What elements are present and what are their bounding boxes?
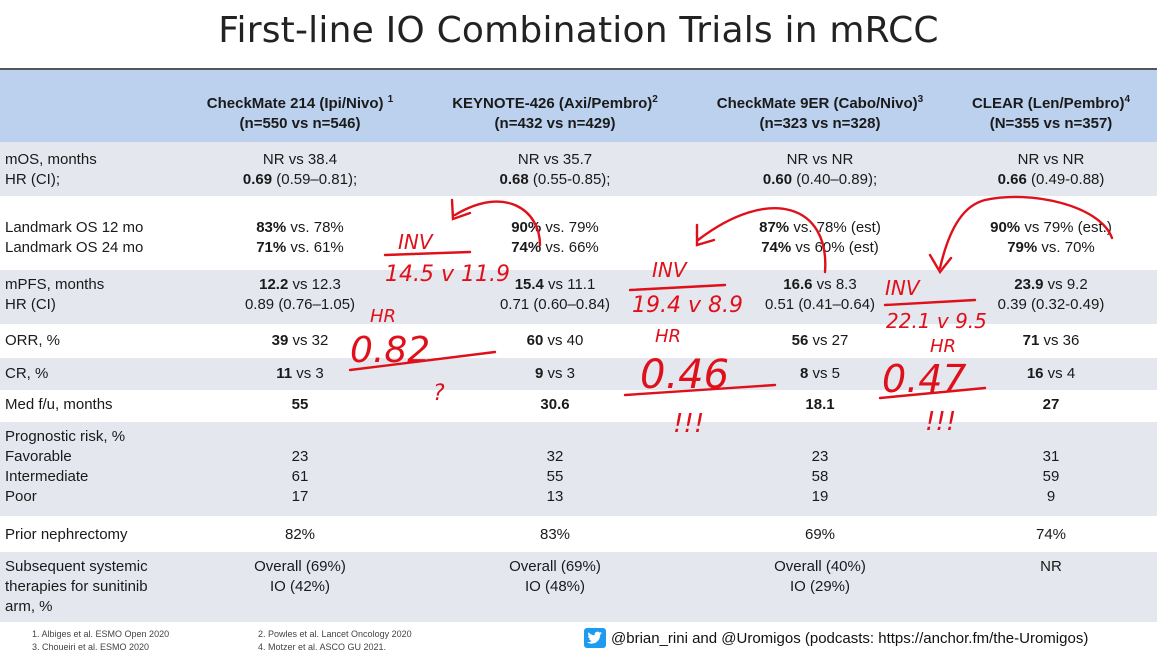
- row-landmark: Landmark OS 12 mo Landmark OS 24 mo 83% v…: [0, 196, 1157, 270]
- row-label: mPFS, months HR (CI): [5, 276, 105, 313]
- cell: Overall (69%) IO (48%): [509, 558, 601, 595]
- row-mos: mOS, months HR (CI); NR vs 38.4 0.69 (0.59…: [0, 142, 1157, 196]
- inv-label-1: INV: [398, 230, 434, 254]
- row-cr: CR, % 11 vs 3 9 vs 3 8 vs 5 16 vs 4: [0, 358, 1157, 390]
- exclaim-3: !!!: [925, 407, 956, 437]
- table-header: CheckMate 214 (Ipi/Nivo) 1 (n=550 vs n=5…: [0, 68, 1157, 144]
- cell: 23 61 17: [291, 448, 309, 505]
- arrow-3: [938, 195, 1114, 270]
- row-label: mOS, months HR (CI);: [5, 151, 97, 188]
- cell: 15.4 vs 11.1 0.71 (0.60–0.84): [499, 276, 611, 313]
- row-followup: Med f/u, months 55 30.6 18.1 27: [0, 390, 1157, 422]
- row-label: CR, %: [5, 365, 49, 382]
- underline-6: [883, 298, 977, 307]
- pfs-note-1: 14.5 v 11.9: [385, 262, 510, 287]
- pfs-note-2: 19.4 v 8.9: [632, 293, 743, 318]
- cell: NR vs 35.7 0.68 (0.55-0.85);: [499, 151, 611, 188]
- hr-value-1: 0.82: [350, 330, 430, 371]
- row-label: ORR, %: [5, 332, 61, 349]
- pfs-note-3: 22.1 v 9.5: [886, 309, 987, 333]
- row-orr: ORR, % 39 vs 32 60 vs 40 56 vs 27 71 vs …: [0, 324, 1157, 358]
- inv-label-2: INV: [652, 258, 688, 282]
- hr-value-3: 0.47: [882, 357, 967, 401]
- cell: 30.6: [540, 396, 570, 413]
- exclaim-2: !!!: [673, 409, 704, 439]
- row-label: Med f/u, months: [5, 396, 113, 413]
- cell: 16.6 vs 8.3 0.51 (0.41–0.64): [764, 276, 876, 313]
- hr-label-2: HR: [655, 326, 681, 347]
- cell: NR: [1040, 558, 1062, 575]
- references-left: 1. Albiges et al. ESMO Open 2020 3. Choue…: [32, 629, 170, 652]
- cell: 83% vs. 78% 71% vs. 61%: [256, 219, 344, 256]
- cell: NR vs 38.4 0.69 (0.59–0.81);: [242, 151, 358, 188]
- twitter-icon: [584, 628, 606, 648]
- cell: 87% vs. 78% (est) 74% vs 60% (est): [759, 219, 881, 256]
- cell: 9 vs 3: [534, 365, 576, 382]
- cell: 74%: [1035, 526, 1067, 543]
- cell: 82%: [284, 526, 316, 543]
- underline-4: [878, 386, 987, 400]
- underline-5: [628, 283, 727, 292]
- arrow-2: [696, 207, 827, 274]
- cell: 23 58 19: [811, 448, 829, 505]
- inv-label-3: INV: [885, 276, 921, 300]
- cell: 56 vs 27: [791, 332, 849, 349]
- header-col-1: CheckMate 214 (Ipi/Nivo) 1 (n=550 vs n=5…: [206, 94, 394, 132]
- header-col-4: CLEAR (Len/Pembro)4 (N=355 vs n=357): [971, 94, 1131, 132]
- cell: 16 vs 4: [1026, 365, 1076, 382]
- cell: 90% vs 79% (est.) 79% vs. 70%: [990, 219, 1112, 256]
- cell: 55: [291, 396, 309, 413]
- cell: 90% vs. 79% 74% vs. 66%: [511, 219, 599, 256]
- arrowhead-1: [450, 198, 472, 221]
- references-right: 2. Powles et al. Lancet Oncology 2020 4. …: [258, 629, 412, 652]
- cell: 71 vs 36: [1022, 332, 1080, 349]
- cell: 11 vs 3: [276, 365, 324, 382]
- header-col-3: CheckMate 9ER (Cabo/Nivo)3 (n=323 vs n=3…: [716, 94, 924, 132]
- row-subsequent: Subsequent systemic therapies for sunitin…: [0, 552, 1157, 622]
- cell: 12.2 vs 12.3 0.89 (0.76–1.05): [244, 276, 356, 313]
- cell: 23.9 vs 9.2 0.39 (0.32-0.49): [997, 276, 1105, 313]
- underline-2: [348, 350, 497, 372]
- cell: 83%: [539, 526, 571, 543]
- question-mark: ?: [433, 381, 445, 406]
- cell: 32 55 13: [546, 448, 564, 505]
- cell: 27: [1042, 396, 1060, 413]
- underline-3: [623, 383, 777, 397]
- cell: 31 59 9: [1042, 448, 1060, 505]
- hr-label-1: HR: [370, 306, 396, 327]
- twitter-credit: @brian_rini and @Uromigos (podcasts: htt…: [584, 628, 1088, 648]
- underline-1: [383, 250, 472, 257]
- row-nephrectomy: Prior nephrectomy 82% 83% 69% 74%: [0, 516, 1157, 552]
- cell: 60 vs 40: [526, 332, 584, 349]
- cell: NR vs NR 0.60 (0.40–0.89);: [762, 151, 878, 188]
- cell: Overall (69%) IO (42%): [254, 558, 346, 595]
- cell: 69%: [804, 526, 836, 543]
- hr-value-2: 0.46: [640, 352, 729, 398]
- arrowhead-2: [695, 223, 716, 247]
- row-prognostic: Prognostic risk, % Favorable Intermediate P…: [0, 422, 1157, 516]
- row-mpfs: mPFS, months HR (CI) 12.2 vs 12.3 0.89 (0.…: [0, 270, 1157, 324]
- page-title: First-line IO Combination Trials in mRCC: [218, 10, 939, 51]
- cell: 39 vs 32: [271, 332, 329, 349]
- row-label: Prognostic risk, % Favorable Intermediate P…: [5, 428, 126, 505]
- header-col-2: KEYNOTE-426 (Axi/Pembro)2 (n=432 vs n=42…: [452, 94, 658, 132]
- cell: 18.1: [805, 396, 835, 413]
- arrow-1: [453, 200, 542, 247]
- cell: NR vs NR 0.66 (0.49-0.88): [997, 151, 1105, 188]
- row-label: Landmark OS 12 mo Landmark OS 24 mo: [5, 219, 144, 256]
- row-label: Prior nephrectomy: [5, 526, 128, 543]
- cell: Overall (40%) IO (29%): [774, 558, 866, 595]
- cell: 8 vs 5: [799, 365, 841, 382]
- row-label: Subsequent systemic therapies for sunitin…: [5, 558, 148, 615]
- arrowhead-3: [928, 253, 953, 275]
- hr-label-3: HR: [930, 336, 956, 357]
